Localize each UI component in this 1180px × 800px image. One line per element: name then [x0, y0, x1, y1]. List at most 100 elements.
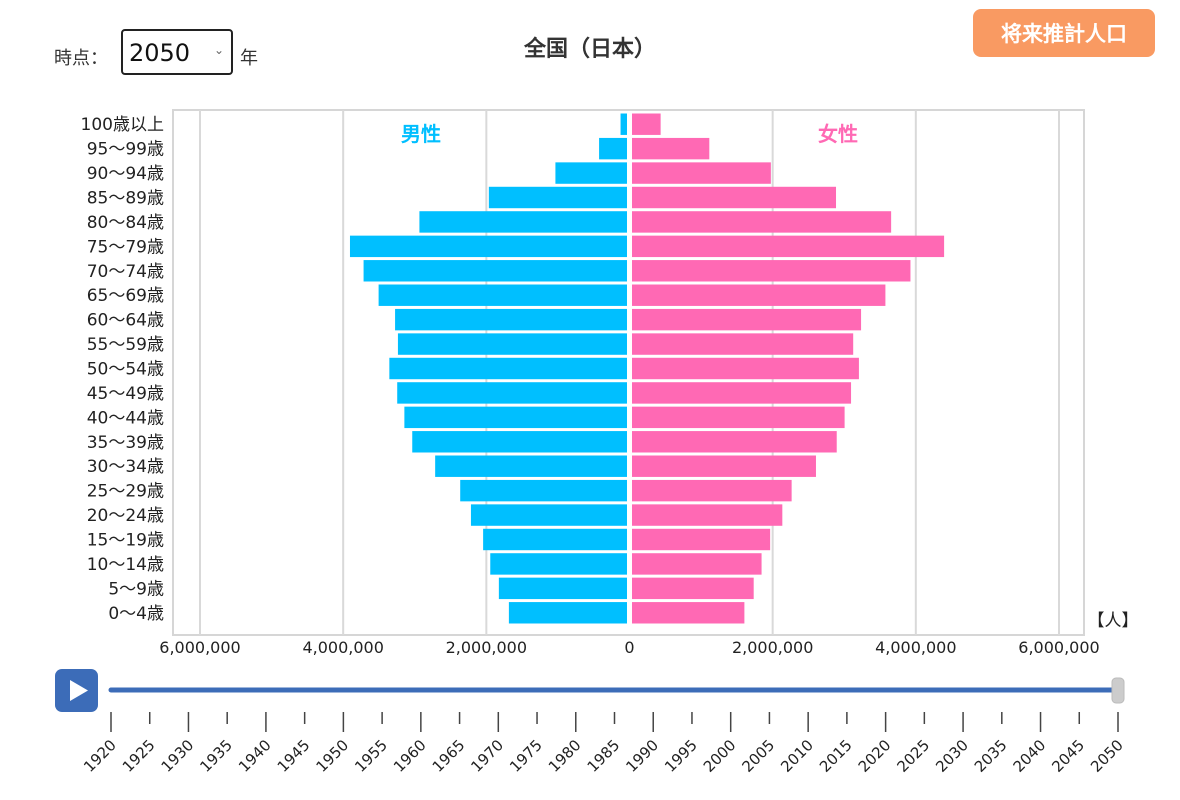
- timeline-year-label: 1970: [467, 736, 507, 776]
- timeline-year-label: 2000: [700, 736, 740, 776]
- timeline-year-label: 1925: [119, 736, 159, 776]
- male-bar: [397, 333, 627, 355]
- timeline-year-label: 1945: [274, 736, 314, 776]
- age-label: 100歳以上: [81, 115, 164, 135]
- timeline-year-label: 1920: [80, 736, 120, 776]
- x-tick-label: 0: [624, 638, 634, 657]
- female-bar: [632, 113, 661, 135]
- age-label: 65〜69歳: [87, 286, 164, 306]
- unit-label: 【人】: [1088, 611, 1139, 631]
- timeline-year-label: 1980: [545, 736, 585, 776]
- timeline-year-label: 1935: [196, 736, 236, 776]
- male-bar: [419, 211, 627, 233]
- age-label: 60〜64歳: [87, 311, 164, 331]
- male-bar: [435, 455, 627, 477]
- female-bar: [632, 528, 771, 551]
- female-bar: [632, 431, 837, 453]
- timeline-year-label: 1975: [506, 736, 546, 776]
- female-bar: [632, 479, 792, 502]
- timeline-handle[interactable]: [1111, 677, 1125, 704]
- timeline-year-label: 1990: [622, 736, 662, 776]
- female-label: 女性: [818, 122, 858, 146]
- male-bar: [483, 528, 627, 551]
- timeline-year-label: 1930: [158, 736, 198, 776]
- age-label: 10〜14歳: [87, 555, 164, 575]
- year-select[interactable]: 2050 ⌄: [121, 29, 233, 75]
- timeline-year-label: 2035: [971, 736, 1011, 776]
- age-label: 20〜24歳: [87, 506, 164, 526]
- female-bar: [632, 553, 762, 575]
- timeline-year-label: 2030: [932, 736, 972, 776]
- male-bar: [620, 113, 627, 135]
- male-bar: [397, 382, 627, 404]
- female-bar: [632, 284, 886, 306]
- future-projection-button[interactable]: 将来推計人口: [973, 9, 1155, 57]
- female-bar: [632, 577, 754, 600]
- female-bar: [632, 211, 892, 233]
- age-label: 5〜9歳: [108, 579, 164, 599]
- x-tick-label: 6,000,000: [159, 638, 240, 657]
- male-bar: [378, 284, 627, 306]
- male-bar: [498, 577, 627, 600]
- female-bar: [632, 382, 852, 404]
- male-bar: [412, 431, 627, 453]
- age-label: 75〜79歳: [87, 237, 164, 257]
- female-bar: [632, 260, 911, 282]
- male-bar: [404, 406, 627, 429]
- male-bar: [389, 357, 627, 380]
- age-label: 90〜94歳: [87, 164, 164, 184]
- female-bar: [632, 308, 862, 331]
- female-bar: [632, 137, 710, 160]
- x-tick-label: 2,000,000: [732, 638, 813, 657]
- male-bar: [488, 186, 627, 209]
- female-bar: [632, 455, 816, 477]
- timeline-year-label: 2050: [1087, 736, 1127, 776]
- year-select-value: 2050: [129, 39, 191, 67]
- female-bar: [632, 602, 745, 624]
- male-bar: [555, 162, 627, 184]
- year-timeline[interactable]: 1920 1925 1930 1935 1940 1945 1950 1955 1960 1965…: [0, 660, 1180, 800]
- age-label: 30〜34歳: [87, 457, 164, 477]
- male-bar: [460, 479, 627, 502]
- female-bar: [632, 186, 837, 209]
- male-bar: [349, 235, 627, 258]
- timeline-year-label: 2040: [1010, 736, 1050, 776]
- x-tick-label: 4,000,000: [302, 638, 383, 657]
- timeline-year-label: 2020: [855, 736, 895, 776]
- timeline-year-label: 1950: [312, 736, 352, 776]
- age-label: 35〜39歳: [87, 433, 164, 453]
- timeline-year-label: 2015: [816, 736, 856, 776]
- female-bar: [632, 333, 854, 355]
- x-tick-label: 4,000,000: [875, 638, 956, 657]
- age-label: 50〜54歳: [87, 360, 164, 380]
- age-label: 85〜89歳: [87, 189, 164, 209]
- age-label: 55〜59歳: [87, 335, 164, 355]
- male-bar: [470, 504, 627, 526]
- female-bar: [632, 504, 783, 526]
- year-unit: 年: [240, 48, 258, 69]
- play-button[interactable]: [55, 669, 98, 712]
- chart-title: 全国（日本）: [523, 37, 656, 62]
- age-label: 95〜99歳: [87, 140, 164, 160]
- male-label: 男性: [401, 122, 441, 146]
- female-bar: [632, 357, 859, 380]
- plot-area: [172, 109, 1085, 636]
- age-label: 80〜84歳: [87, 213, 164, 233]
- timeline-year-label: 2005: [739, 736, 779, 776]
- male-bar: [363, 260, 627, 282]
- age-label: 70〜74歳: [87, 262, 164, 282]
- male-bar: [395, 308, 627, 331]
- timeline-year-label: 1960: [390, 736, 430, 776]
- female-bar: [632, 406, 845, 429]
- x-tick-label: 2,000,000: [446, 638, 527, 657]
- male-bar: [599, 137, 627, 160]
- timeline-year-label: 2010: [777, 736, 817, 776]
- timeline-year-label: 1965: [429, 736, 469, 776]
- population-pyramid-chart: 6,000,000 4,000,000 2,000,000 0 2,000,000 4,0…: [81, 109, 1139, 657]
- age-label: 40〜44歳: [87, 408, 164, 428]
- age-label: 0〜4歳: [108, 604, 164, 624]
- chevron-down-icon: ⌄: [213, 43, 224, 57]
- timeline-year-label: 1940: [235, 736, 275, 776]
- age-label: 15〜19歳: [87, 531, 164, 551]
- play-icon: [70, 680, 88, 701]
